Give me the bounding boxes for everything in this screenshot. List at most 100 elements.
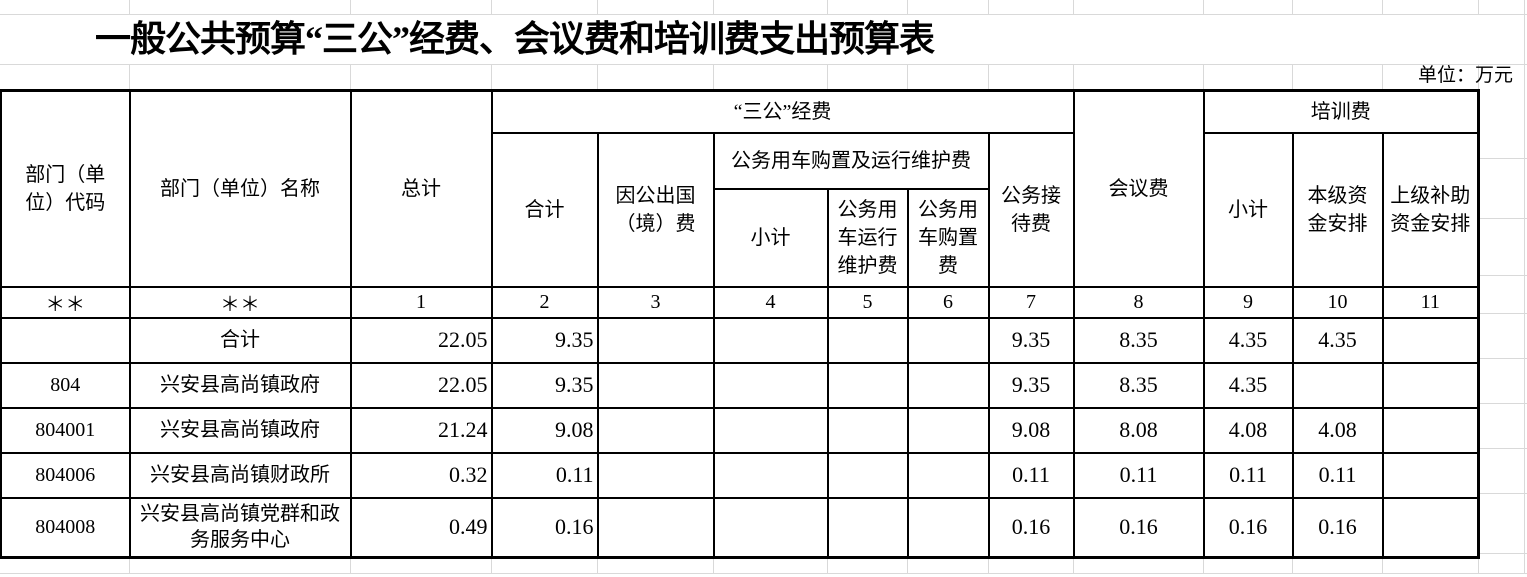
header-training-fee: 培训费: [1202, 89, 1480, 134]
page-title: 一般公共预算“三公”经费、会议费和培训费支出预算表: [95, 19, 935, 59]
header-grand-total: 总计: [349, 89, 493, 288]
index-cell: ＊＊: [0, 285, 131, 319]
value-cell: 8.08: [1072, 406, 1205, 454]
header-dept-name: 部门（单位）名称: [128, 89, 352, 288]
code-cell: 804006: [0, 451, 131, 499]
header-dept-code: 部门（单 位）代码: [0, 89, 131, 288]
value-cell: 0.11: [490, 451, 599, 499]
table-row-total: 合计 22.05 9.35 9.35 8.35 4.35 4.35: [0, 316, 1480, 364]
value-cell: [596, 316, 715, 364]
table-row: 804008 兴安县高尚镇党群和政 务服务中心 0.49 0.16 0.16 0…: [0, 496, 1480, 559]
value-cell: [596, 496, 715, 559]
value-cell: [596, 406, 715, 454]
value-cell: [712, 316, 829, 364]
value-cell: 22.05: [349, 361, 493, 409]
name-cell: 兴安县高尚镇政府: [128, 361, 352, 409]
code-cell: 804001: [0, 406, 131, 454]
value-cell: 8.35: [1072, 316, 1205, 364]
index-cell: 3: [596, 285, 715, 319]
header-vehicle-maintain: 公务用 车运行 维护费: [826, 187, 909, 288]
index-cell: ＊＊: [128, 285, 352, 319]
column-index-row: ＊＊ ＊＊ 1 2 3 4 5 6 7 8 9 10 11: [0, 285, 1480, 319]
value-cell: 4.08: [1202, 406, 1294, 454]
index-cell: 5: [826, 285, 909, 319]
value-cell: [712, 451, 829, 499]
value-cell: 8.35: [1072, 361, 1205, 409]
value-cell: 0.49: [349, 496, 493, 559]
budget-table: 部门（单 位）代码 部门（单位）名称 总计 “三公”经费 会议费 培训费 合计 …: [0, 89, 1481, 559]
value-cell: [826, 406, 909, 454]
value-cell: 9.08: [987, 406, 1075, 454]
value-cell: 9.35: [490, 361, 599, 409]
header-vehicle-subtotal: 小计: [712, 187, 829, 288]
value-cell: [712, 496, 829, 559]
value-cell: [712, 406, 829, 454]
index-cell: 7: [987, 285, 1075, 319]
value-cell: 0.11: [1291, 451, 1384, 499]
index-cell: 9: [1202, 285, 1294, 319]
value-cell: [712, 361, 829, 409]
header-row-2: 合计 因公出国 （境）费 公务用车购置及运行维护费 公务接 待费 小计 本级资 …: [1, 131, 1480, 288]
value-cell: 0.16: [1202, 496, 1294, 559]
value-cell: 0.11: [1072, 451, 1205, 499]
table-row: 804001 兴安县高尚镇政府 21.24 9.08 9.08 8.08 4.0…: [0, 406, 1480, 454]
value-cell: [906, 361, 990, 409]
value-cell: [1381, 451, 1480, 499]
value-cell: 22.05: [349, 316, 493, 364]
value-cell: [1291, 361, 1384, 409]
header-vehicle: 公务用车购置及运行维护费: [712, 131, 990, 190]
value-cell: 0.11: [1202, 451, 1294, 499]
value-cell: [906, 316, 990, 364]
header-reception-fee: 公务接 待费: [987, 131, 1075, 288]
header-row-1: 部门（单 位）代码 部门（单位）名称 总计 “三公”经费 会议费 培训费: [0, 89, 1480, 288]
code-cell: [0, 316, 131, 364]
index-cell: 2: [490, 285, 599, 319]
name-cell: 合计: [128, 316, 352, 364]
value-cell: [1381, 316, 1480, 364]
header-sangong-subtotal: 合计: [490, 131, 599, 288]
header-row-3: 小计 公务用 车运行 维护费 公务用 车购置 费: [1, 187, 1479, 288]
header-training-subtotal: 小计: [1202, 131, 1294, 288]
value-cell: [1381, 406, 1480, 454]
value-cell: 9.35: [490, 316, 599, 364]
index-cell: 8: [1072, 285, 1205, 319]
index-cell: 1: [349, 285, 493, 319]
value-cell: 4.35: [1291, 316, 1384, 364]
name-cell: 兴安县高尚镇政府: [128, 406, 352, 454]
header-sangong: “三公”经费: [490, 89, 1075, 134]
value-cell: 4.08: [1291, 406, 1384, 454]
value-cell: 0.16: [1291, 496, 1384, 559]
value-cell: 0.32: [349, 451, 493, 499]
code-cell: 804008: [0, 496, 131, 559]
value-cell: [596, 451, 715, 499]
value-cell: [596, 361, 715, 409]
header-training-local: 本级资 金安排: [1291, 131, 1384, 288]
value-cell: [826, 361, 909, 409]
table-row: 804 兴安县高尚镇政府 22.05 9.35 9.35 8.35 4.35: [0, 361, 1480, 409]
index-cell: 10: [1291, 285, 1384, 319]
value-cell: 0.16: [987, 496, 1075, 559]
value-cell: [826, 316, 909, 364]
value-cell: [906, 496, 990, 559]
value-cell: 9.08: [490, 406, 599, 454]
value-cell: [826, 451, 909, 499]
code-cell: 804: [0, 361, 131, 409]
value-cell: [906, 451, 990, 499]
value-cell: 0.11: [987, 451, 1075, 499]
value-cell: 9.35: [987, 361, 1075, 409]
header-abroad-fee: 因公出国 （境）费: [596, 131, 715, 288]
value-cell: [826, 496, 909, 559]
value-cell: 0.16: [490, 496, 599, 559]
value-cell: 9.35: [987, 316, 1075, 364]
value-cell: 4.35: [1202, 361, 1294, 409]
index-cell: 4: [712, 285, 829, 319]
value-cell: [1381, 496, 1480, 559]
value-cell: 4.35: [1202, 316, 1294, 364]
value-cell: [906, 406, 990, 454]
table-row: 804006 兴安县高尚镇财政所 0.32 0.11 0.11 0.11 0.1…: [0, 451, 1480, 499]
name-cell: 兴安县高尚镇财政所: [128, 451, 352, 499]
header-meeting-fee: 会议费: [1072, 89, 1205, 288]
index-cell: 6: [906, 285, 990, 319]
value-cell: [1381, 361, 1480, 409]
